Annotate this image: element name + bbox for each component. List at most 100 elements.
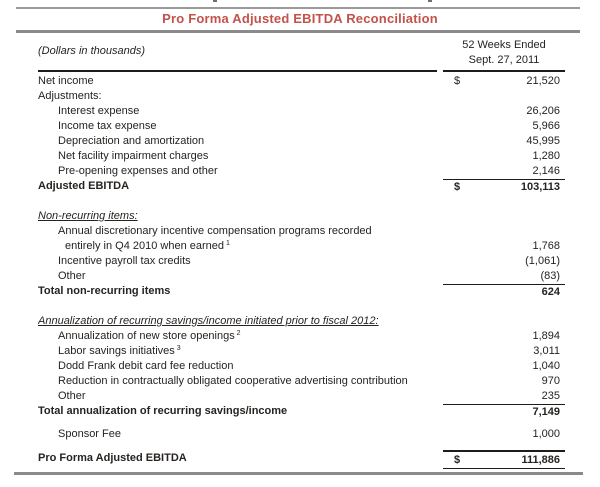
table-row: Other (83) <box>38 269 565 284</box>
row-value <box>443 209 565 224</box>
row-value <box>443 314 565 329</box>
table-row: Annualization of new store openings 2 1,… <box>38 329 565 344</box>
row-value: 1,768 <box>443 239 565 254</box>
units-label: (Dollars in thousands) <box>38 45 145 57</box>
row-amount: 1,894 <box>532 330 560 342</box>
row-amount: 624 <box>541 286 560 298</box>
row-amount: 103,113 <box>520 181 560 193</box>
row-label: Dodd Frank debit card fee reduction <box>38 359 443 374</box>
row-label-text: Other <box>58 390 86 402</box>
row-label-text: Income tax expense <box>58 120 157 132</box>
currency-symbol: $ <box>454 75 461 87</box>
row-label-text: Non-recurring items: <box>38 210 138 222</box>
row-label-text: Adjusted EBITDA <box>38 180 130 192</box>
row-value: 970 <box>443 374 565 389</box>
period-line2: Sept. 27, 2011 <box>468 54 540 66</box>
row-amount: 2,146 <box>532 165 560 177</box>
table-row: Net income $21,520 <box>38 74 565 89</box>
row-value: 1,000 <box>443 427 565 442</box>
table-row: entirely in Q4 2010 when earned 1 1,768 <box>38 239 565 254</box>
row-label: Net income <box>38 74 443 89</box>
row-label: Adjusted EBITDA <box>38 179 443 194</box>
spacer-row <box>38 194 565 209</box>
row-value: 45,995 <box>443 134 565 149</box>
title-divider-rule <box>16 30 580 33</box>
row-label: Interest expense <box>38 104 443 119</box>
row-label-text: Annualization of recurring savings/incom… <box>38 315 379 327</box>
row-value: 1,040 <box>443 359 565 374</box>
currency-symbol: $ <box>454 181 461 193</box>
footnote-superscript: 2 <box>234 330 241 337</box>
spacer-row <box>38 419 565 427</box>
currency-symbol: $ <box>454 454 461 466</box>
row-value: 26,206 <box>443 104 565 119</box>
page-title: Pro Forma Adjusted EBITDA Reconciliation <box>162 11 438 26</box>
row-label-text: Sponsor Fee <box>58 428 121 440</box>
row-label-text: Reduction in contractually obligated coo… <box>58 375 408 387</box>
table-row: Income tax expense 5,966 <box>38 119 565 134</box>
spacer-row <box>38 299 565 314</box>
table-row: Other 235 <box>38 389 565 404</box>
row-amount: 26,206 <box>526 105 560 117</box>
row-label: Pre-opening expenses and other <box>38 164 443 179</box>
row-amount: 235 <box>541 390 560 402</box>
header-underline-left <box>38 70 437 72</box>
row-label: Total annualization of recurring savings… <box>38 404 443 419</box>
row-label: Annualization of new store openings 2 <box>38 329 443 344</box>
row-label-text: entirely in Q4 2010 when earned <box>65 240 224 252</box>
table-row: Net facility impairment charges 1,280 <box>38 149 565 164</box>
row-label: Adjustments: <box>38 89 443 104</box>
row-label-text: Incentive payroll tax credits <box>58 255 191 267</box>
row-label-text: Annual discretionary incentive compensat… <box>58 225 372 237</box>
row-label-text: Adjustments: <box>38 90 102 102</box>
row-label-text: Dodd Frank debit card fee reduction <box>58 360 234 372</box>
row-amount: 7,149 <box>532 406 560 418</box>
table-row: Total annualization of recurring savings… <box>38 404 565 419</box>
row-label-text: Net facility impairment charges <box>58 150 209 162</box>
header-underline-right <box>443 70 565 72</box>
footnote-superscript: 3 <box>174 345 181 352</box>
row-label-text: Annualization of new store openings <box>58 330 235 342</box>
row-label-text: Pre-opening expenses and other <box>58 165 218 177</box>
row-value: 1,280 <box>443 149 565 164</box>
row-value: (1,061) <box>443 254 565 269</box>
row-label-text: Other <box>58 270 86 282</box>
period-line1: 52 Weeks Ended <box>462 39 546 51</box>
table-row: Non-recurring items: <box>38 209 565 224</box>
row-label: Sponsor Fee <box>38 427 443 442</box>
table-row: Annualization of recurring savings/incom… <box>38 314 565 329</box>
table-row: Incentive payroll tax credits (1,061) <box>38 254 565 269</box>
row-value: 624 <box>443 284 565 299</box>
row-label: Pro Forma Adjusted EBITDA <box>38 450 443 469</box>
row-value: 7,149 <box>443 404 565 419</box>
table-row: Adjusted EBITDA $103,113 <box>38 179 565 194</box>
row-value: 3,011 <box>443 344 565 359</box>
spacer-row <box>38 442 565 450</box>
row-amount: 970 <box>541 375 560 387</box>
bottom-divider-rule <box>14 472 583 475</box>
top-divider-rule <box>16 7 580 9</box>
row-amount: 1,000 <box>532 428 560 440</box>
row-amount: 1,768 <box>532 240 560 252</box>
table-row: Pro Forma Adjusted EBITDA $111,886 <box>38 450 565 469</box>
row-label-text: Net income <box>38 75 94 87</box>
row-value: $103,113 <box>443 179 565 194</box>
row-amount: 1,280 <box>532 150 560 162</box>
table-row: Sponsor Fee 1,000 <box>38 427 565 442</box>
row-label-text: Total non-recurring items <box>38 285 171 297</box>
table-row: Dodd Frank debit card fee reduction 1,04… <box>38 359 565 374</box>
row-value: $111,886 <box>443 450 565 469</box>
row-value: (83) <box>443 269 565 284</box>
row-label: Income tax expense <box>38 119 443 134</box>
table-row: Reduction in contractually obligated coo… <box>38 374 565 389</box>
footnote-superscript: 1 <box>224 240 230 247</box>
row-label: Depreciation and amortization <box>38 134 443 149</box>
table-row: Interest expense 26,206 <box>38 104 565 119</box>
row-amount: 1,040 <box>532 360 560 372</box>
row-label-text: Depreciation and amortization <box>58 135 205 147</box>
row-value <box>443 224 565 239</box>
row-label: Annualization of recurring savings/incom… <box>38 314 443 329</box>
row-amount: 21,520 <box>526 75 560 87</box>
row-value: 5,966 <box>443 119 565 134</box>
table-row: Annual discretionary incentive compensat… <box>38 224 565 239</box>
